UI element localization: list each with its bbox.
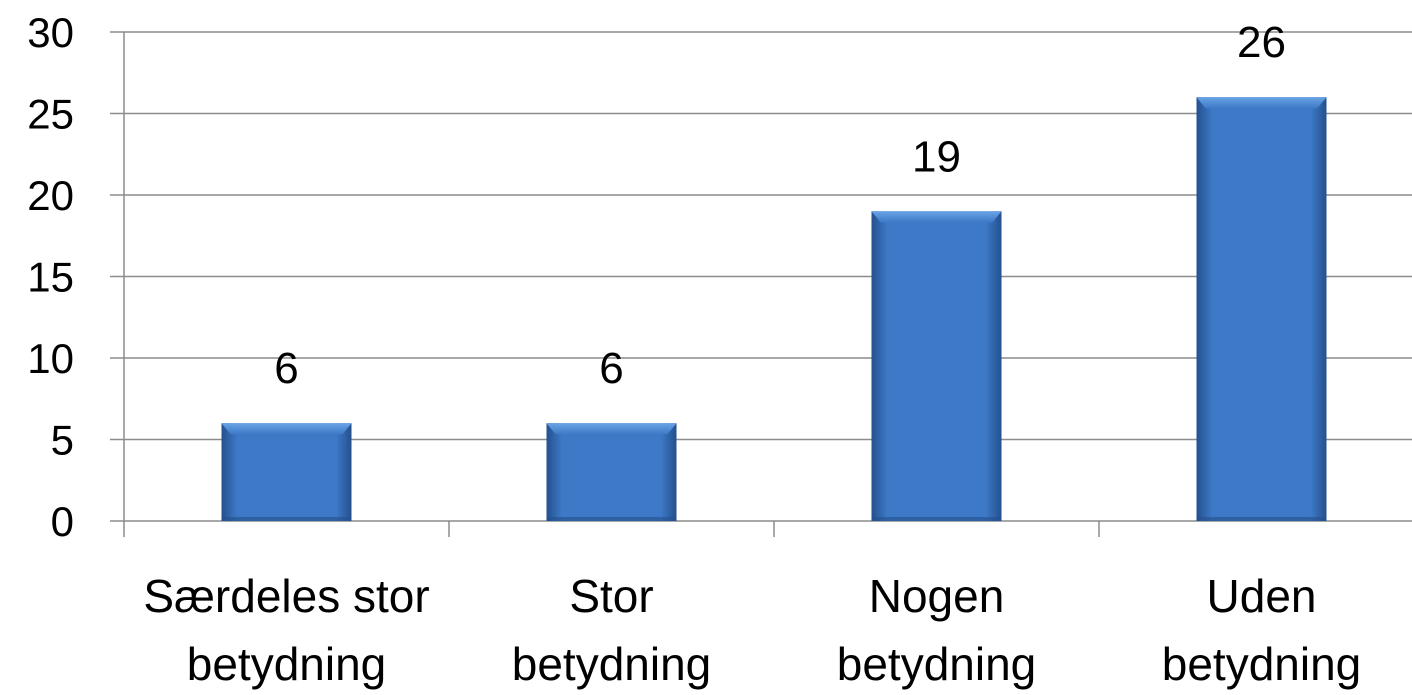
bars: [221, 97, 1327, 522]
x-category-label: betydning: [187, 638, 387, 690]
y-tick-label: 10: [27, 335, 74, 382]
bar: [1196, 97, 1327, 521]
bar: [871, 211, 1002, 522]
bar-base-shade: [871, 517, 1002, 521]
x-category-label: betydning: [837, 638, 1037, 690]
bar-bevel: [221, 423, 352, 435]
data-label: 26: [1237, 18, 1286, 67]
x-category-label: Nogen: [869, 570, 1005, 622]
bar-base-shade: [221, 517, 352, 521]
bar-bevel: [871, 211, 1002, 223]
y-tick-label: 30: [27, 9, 74, 56]
y-tick-label: 5: [51, 417, 74, 464]
y-tick-label: 15: [27, 254, 74, 301]
bar-bevel: [546, 423, 677, 435]
bar-base-shade: [1196, 517, 1327, 521]
data-label: 19: [912, 132, 961, 181]
bar: [221, 423, 352, 521]
labels: 0 5 10 15 20 25 30 6 Særdeles stor betydning 6 Stor…: [27, 9, 1361, 690]
bar: [546, 423, 677, 521]
data-label: 6: [599, 344, 623, 393]
x-category-label: betydning: [512, 638, 712, 690]
bar-base-shade: [546, 517, 677, 521]
x-category-label: betydning: [1162, 638, 1362, 690]
data-label: 6: [274, 344, 298, 393]
x-category-label: Særdeles stor: [143, 570, 429, 622]
y-tick-label: 0: [51, 498, 74, 545]
x-category-label: Uden: [1207, 570, 1317, 622]
y-tick-label: 20: [27, 172, 74, 219]
y-tick-label: 25: [27, 91, 74, 138]
x-category-label: Stor: [569, 570, 653, 622]
bar-bevel: [1196, 97, 1327, 109]
